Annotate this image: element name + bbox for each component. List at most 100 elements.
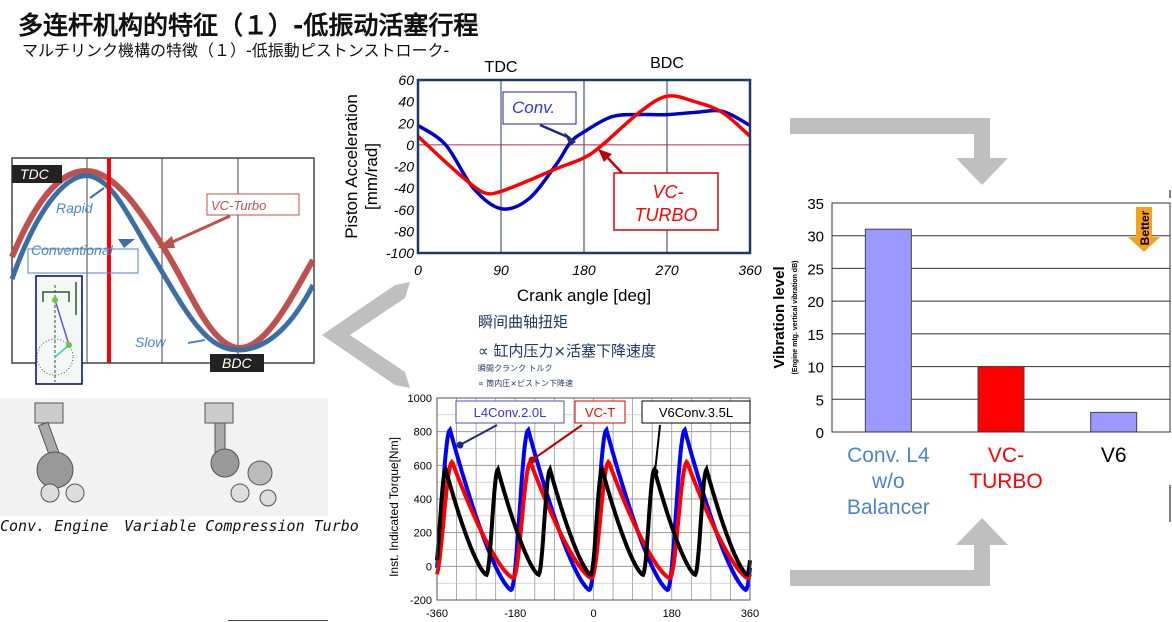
bdc-label: BDC	[650, 55, 684, 72]
legend-label: V6Conv.3.5L	[659, 405, 733, 420]
plot-border	[831, 202, 1171, 433]
y-tick-label: 0	[406, 137, 414, 153]
legend-pointer-arrow	[531, 424, 583, 461]
category-label: Balancer	[847, 496, 930, 519]
x-tick-label: -360	[426, 608, 448, 620]
category-label: VC-	[988, 444, 1024, 467]
category-label: w/o	[871, 470, 905, 493]
conv-engine-caption: Conv. Engine	[0, 517, 109, 535]
y-tick-label: -60	[394, 202, 414, 218]
y-tick-label: 1000	[408, 393, 432, 405]
conv-pointer-arrow	[539, 123, 571, 140]
engine-cutaway-illustrations	[34, 402, 277, 507]
y-tick-label: 30	[807, 229, 824, 246]
y-tick-label: -80	[394, 223, 414, 239]
x-tick-label: 0	[414, 262, 422, 278]
x-tick-label: 180	[663, 608, 681, 620]
vc-turbo-accel-line	[416, 94, 752, 196]
conventional-label: Conventional	[31, 242, 114, 258]
conv-legend-label: Conv.	[512, 98, 555, 117]
arrowhead-icon	[598, 149, 612, 162]
y-tick-label: 25	[807, 261, 824, 278]
legend-pointer-arrow	[654, 424, 661, 473]
vc-pointer-arrow	[605, 155, 623, 174]
y-tick-label: 0	[816, 425, 824, 442]
x-tick-label: 180	[572, 262, 596, 278]
torque-note-line3: 瞬間クランク トルク	[478, 364, 553, 373]
y-axis-unit: [mm/rad]	[362, 143, 381, 210]
bar-2	[1090, 411, 1138, 433]
vc-turbo-label: VC-Turbo	[211, 198, 266, 213]
category-label: V6	[1101, 444, 1127, 467]
torque-line-2	[435, 464, 752, 578]
page-subtitle: マルチリンク機構の特徴（１）-低振動ピストンストローク-	[22, 41, 450, 60]
vc-engine-caption: Variable Compression Turbo	[124, 517, 359, 535]
better-arrow-icon	[1128, 207, 1160, 252]
crank-mechanism-icon	[35, 275, 83, 385]
torque-note-line4: ∝ 筒内圧×ピストン下降速	[478, 379, 573, 388]
chevron-left-icon	[322, 282, 410, 388]
vibration-level-chart: 35 30 25 20 15 10 5 0 Conv. L4 w/o Balancer VC- TURB…	[771, 190, 1171, 522]
y-tick-label: 400	[414, 494, 432, 506]
x-tick-label: 0	[590, 608, 596, 620]
arrow-right-down-icon	[790, 118, 1008, 185]
vc-legend-box	[613, 172, 719, 231]
y-tick-label: 20	[807, 294, 824, 311]
x-tick-label: 360	[738, 262, 762, 278]
conv-accel-line	[416, 108, 751, 211]
category-label: Conv. L4	[847, 444, 930, 467]
y-axis-label: Piston Acceleration	[342, 94, 361, 239]
legend-box	[455, 400, 565, 424]
engine-images	[0, 398, 328, 516]
y-tick-label: 35	[807, 196, 824, 213]
x-tick-label: 90	[493, 262, 509, 278]
slow-label: Slow	[135, 334, 166, 350]
bar-1	[977, 366, 1025, 433]
y-tick-label: 40	[398, 94, 414, 110]
page-title: 多连杆机构的特征（１）-低振动活塞行程	[18, 11, 479, 40]
bdc-label: BDC	[222, 355, 252, 371]
plot-border	[436, 397, 751, 601]
y-tick-label: -100	[386, 245, 414, 261]
y-tick-label: -20	[394, 159, 414, 175]
x-axis-label: Crank angle [deg]	[517, 286, 651, 305]
legend-pointer-arrow	[459, 424, 498, 446]
y-tick-label: 0	[426, 561, 432, 573]
category-label: TURBO	[969, 470, 1043, 493]
vc-turbo-stroke-curve	[9, 167, 316, 351]
vc-legend-label: VC-	[653, 182, 684, 202]
x-tick-label: -180	[504, 608, 526, 620]
bar-0	[864, 228, 912, 433]
y-tick-label: 200	[414, 528, 432, 540]
y-tick-label: -40	[394, 180, 414, 196]
y-tick-label: 800	[414, 427, 432, 439]
x-tick-label: 270	[654, 262, 679, 278]
y-tick-label: 600	[414, 460, 432, 472]
tdc-label: TDC	[485, 59, 518, 76]
rapid-label: Rapid	[56, 200, 94, 216]
torque-note-line2: ∝ 缸内压力×活塞下降速度	[478, 342, 657, 360]
y-tick-label: -200	[410, 595, 432, 607]
y-tick-label: 60	[398, 72, 414, 88]
arrowhead-icon	[651, 468, 659, 476]
arrowhead-icon	[456, 441, 464, 449]
y-tick-label: 20	[397, 115, 414, 131]
y-tick-label: 5	[816, 392, 824, 409]
conventional-stroke-curve	[9, 173, 316, 353]
y-axis-label: Inst. Indicated Torque[Nm]	[387, 437, 401, 577]
arrowhead-icon	[528, 456, 536, 464]
tdc-label: TDC	[20, 166, 50, 182]
legend-box	[641, 400, 751, 424]
piston-stroke-diagram: TDC BDC Rapid Slow VC-Turbo Conventional	[9, 157, 316, 385]
vc-legend-label: TURBO	[635, 205, 698, 225]
divider	[228, 620, 328, 621]
legend-box	[574, 400, 626, 424]
arrowhead-icon	[564, 132, 576, 146]
indicated-torque-chart: 1000 800 600 400 200 0 -200-360 -180 0 180 360 Inst…	[387, 393, 759, 620]
plot-border	[416, 78, 752, 255]
y-tick-label: 10	[807, 360, 824, 377]
y-axis-label: Vibration level	[771, 266, 788, 368]
torque-note-line1: 瞬间曲轴扭矩	[478, 313, 569, 331]
